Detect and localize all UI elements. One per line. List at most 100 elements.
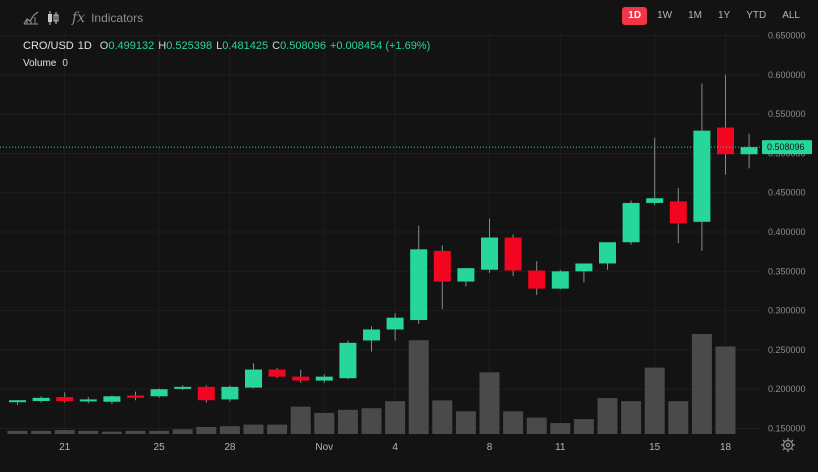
volume-bar [715,346,736,434]
volume-bar [101,431,122,434]
x-tick-label: 21 [59,442,71,453]
candle-down [268,369,286,377]
candlestick-icon[interactable] [44,9,62,27]
volume-bar [408,340,429,434]
candle-up [315,376,333,381]
volume-bar [455,411,476,434]
range-all-button[interactable]: ALL [782,10,800,21]
candle-up [575,263,593,272]
x-tick-label: 11 [555,442,566,453]
high-label: H [158,40,167,52]
range-ytd-button[interactable]: YTD [746,10,767,21]
close-value: 0.508096 [280,40,326,52]
candle-up [410,249,428,321]
volume-bar [337,409,358,434]
candle-up [245,369,262,388]
volume-bar [54,430,75,434]
symbol-label: CRO/USD [23,40,74,52]
x-tick-label: 4 [392,442,398,453]
volume-bar [361,408,382,434]
candle-down [292,376,310,381]
volume-legend: Volume 0 [23,58,68,69]
candle-down [504,237,522,271]
volume-bar [385,401,406,434]
candle-down [56,397,74,401]
indicators-label: Indicators [91,11,144,25]
toolbar: fx Indicators 1D 1W 1M 1Y YTD ALL [0,0,818,34]
candle-up [103,396,121,402]
low-label: L [216,40,223,52]
volume-bar [7,430,28,434]
volume-bar [31,430,52,434]
candle-up [646,198,664,203]
function-icon: fx [72,10,86,26]
last-price-tag [762,140,812,155]
range-1m-button[interactable]: 1M [688,10,702,21]
volume-bar [219,426,240,434]
high-value: 0.525398 [166,40,213,52]
gear-icon[interactable] [780,437,796,453]
y-tick-label: 0.350000 [768,266,806,276]
y-tick-label: 0.400000 [768,227,806,237]
range-1w-button[interactable]: 1W [657,10,673,21]
range-1d-button[interactable]: 1D [622,7,648,25]
candle-up [740,147,758,155]
timeframe-label: 1D [77,40,92,52]
volume-bar [621,401,642,434]
candle-down [433,250,451,282]
volume-bar [243,424,264,434]
y-tick-label: 0.650000 [768,31,806,41]
candle-down [528,270,546,289]
candle-down [197,386,215,401]
volume-bar [550,423,571,434]
range-1y-button[interactable]: 1Y [717,10,731,21]
x-tick-label: Nov [315,442,333,453]
volume-value: 0 [62,58,68,69]
candle-up [457,268,475,282]
volume-bar [149,430,170,434]
candle-up [551,271,569,289]
candle-down [669,201,687,224]
volume-bar [668,401,689,434]
x-tick-label: 25 [154,442,166,453]
y-tick-label: 0.300000 [768,306,806,316]
y-tick-label: 0.200000 [768,384,806,394]
volume-bar [597,398,618,434]
volume-bar [267,424,288,434]
candle-up [221,386,239,400]
x-tick-label: 8 [487,442,493,453]
candle-up [363,329,380,341]
volume-bar [432,400,453,434]
bar-chart-icon[interactable] [22,9,40,27]
volume-bar [526,417,547,434]
low-value: 0.481425 [222,40,269,52]
ohlc-legend: CRO/USD 1D O 0.499132 H 0.525398 L 0.481… [23,40,434,52]
x-tick-label: 28 [224,442,236,453]
candle-up [79,399,97,402]
y-tick-label: 0.250000 [768,345,806,355]
volume-bar [503,411,524,434]
candle-up [9,400,26,403]
volume-bar [125,430,146,434]
range-selector: 1D 1W 1M 1Y YTD ALL [622,7,806,25]
x-tick-label: 15 [649,442,661,453]
volume-label: Volume [23,58,57,69]
candle-up [386,317,404,330]
close-label: C [272,40,281,52]
candle-up [622,202,640,243]
indicators-button[interactable]: fx Indicators [72,8,143,28]
candle-up [599,242,616,264]
volume-bar [573,419,594,434]
y-tick-label: 0.600000 [768,70,806,80]
volume-bar [644,367,665,434]
volume-bar [290,406,311,434]
change-value: +0.008454 (+1.69%) [329,40,431,52]
volume-bar [78,430,99,434]
candle-up [339,342,357,379]
candle-down [717,127,734,155]
last-price-label: 0.508096 [767,142,805,152]
candle-up [174,386,192,389]
candle-up [693,130,711,222]
volume-bar [172,429,193,434]
